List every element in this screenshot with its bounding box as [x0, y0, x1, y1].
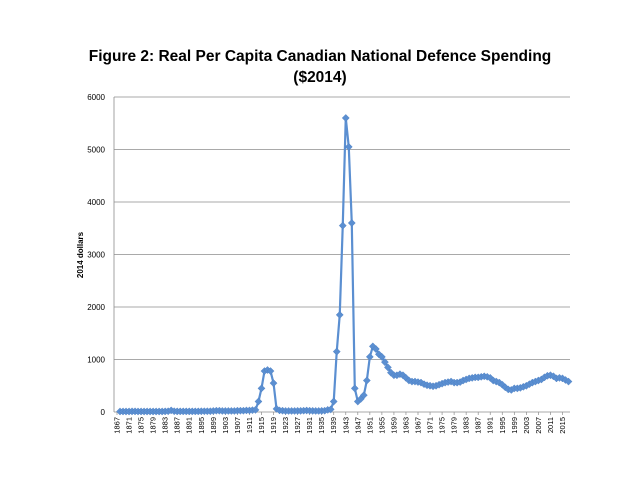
x-tick-label: 1871: [125, 417, 134, 434]
x-tick-label: 2007: [534, 417, 543, 434]
x-tick-label: 1999: [510, 417, 519, 434]
x-tick-label: 1891: [185, 417, 194, 434]
data-point: [564, 377, 573, 386]
x-tick-label: 1907: [233, 417, 242, 434]
data-point: [335, 310, 344, 319]
x-tick-label: 1923: [281, 417, 290, 434]
data-point: [332, 347, 341, 356]
x-tick-label: 1963: [401, 417, 410, 434]
y-axis-ticks: 0 1000 2000 3000 4000 5000 6000: [87, 93, 105, 417]
y-tick-label: 3000: [87, 251, 105, 260]
x-tick-label: 1927: [293, 417, 302, 434]
data-point: [549, 372, 558, 381]
x-tick-label: 1895: [197, 417, 206, 434]
x-tick-label: 1987: [474, 417, 483, 434]
x-tick-label: 1887: [173, 417, 182, 434]
data-point: [269, 379, 278, 388]
x-tick-label: 1867: [113, 417, 122, 434]
x-tick-label: 2015: [558, 417, 567, 434]
series-group: [116, 114, 573, 416]
data-point: [381, 358, 389, 367]
data-point: [377, 352, 386, 361]
x-tick-label: 1903: [221, 417, 230, 434]
y-tick-label: 6000: [87, 93, 105, 102]
chart-title-line1: Figure 2: Real Per Capita Canadian Natio…: [88, 48, 552, 65]
x-tick-label: 1983: [462, 417, 471, 434]
data-point: [350, 384, 359, 393]
data-point: [365, 352, 374, 361]
data-point: [251, 406, 260, 414]
x-tick-label: 1943: [341, 417, 350, 434]
data-point: [338, 221, 347, 230]
x-tick-label: 1875: [137, 417, 146, 434]
data-point: [326, 405, 335, 414]
x-tick-label: 1995: [498, 417, 507, 434]
x-tick-label: 1967: [414, 417, 423, 434]
y-tick-label: 5000: [87, 146, 105, 155]
data-point: [329, 397, 338, 406]
data-point: [347, 219, 356, 227]
x-tick-label: 1899: [209, 417, 218, 434]
x-tick-label: 2011: [546, 417, 555, 433]
chart-title: Figure 2: Real Per Capita Canadian Natio…: [0, 46, 640, 88]
x-tick-label: 1979: [450, 417, 459, 434]
y-tick-label: 0: [101, 408, 106, 417]
x-tick-label: 1915: [257, 417, 266, 434]
x-tick-label: 1951: [365, 417, 374, 434]
y-tick-label: 2000: [87, 303, 105, 312]
x-tick-label: 1947: [353, 417, 362, 434]
x-tick-label: 1879: [149, 417, 158, 434]
x-axis-ticks: 1867 1871 1875 1879 1883 1887 1891 1895 1899 1903…: [113, 412, 567, 434]
gridlines: [114, 96, 570, 360]
data-point: [254, 397, 263, 406]
x-tick-label: 1939: [329, 417, 338, 434]
data-point: [257, 384, 266, 393]
data-point: [362, 376, 371, 385]
x-tick-label: 1991: [486, 417, 495, 434]
x-tick-label: 1959: [389, 417, 398, 434]
chart-title-line2: ($2014): [293, 69, 347, 86]
x-tick-label: 1971: [426, 417, 435, 434]
data-point: [266, 367, 275, 375]
data-point: [341, 114, 350, 122]
x-tick-label: 1935: [317, 417, 326, 434]
y-axis-label: 2014 dollars: [76, 231, 85, 278]
x-tick-label: 1931: [305, 417, 314, 434]
x-tick-label: 1883: [161, 417, 170, 434]
x-tick-label: 2003: [522, 417, 531, 434]
x-tick-label: 1955: [377, 417, 386, 434]
data-point: [359, 391, 368, 400]
y-tick-label: 1000: [87, 356, 105, 365]
data-point: [344, 142, 353, 151]
data-point: [371, 345, 380, 353]
x-tick-label: 1975: [438, 417, 447, 434]
y-tick-label: 4000: [87, 198, 105, 207]
data-point: [384, 363, 392, 372]
x-tick-label: 1911: [245, 417, 254, 433]
series-line: [120, 116, 570, 413]
x-tick-label: 1919: [269, 417, 278, 434]
